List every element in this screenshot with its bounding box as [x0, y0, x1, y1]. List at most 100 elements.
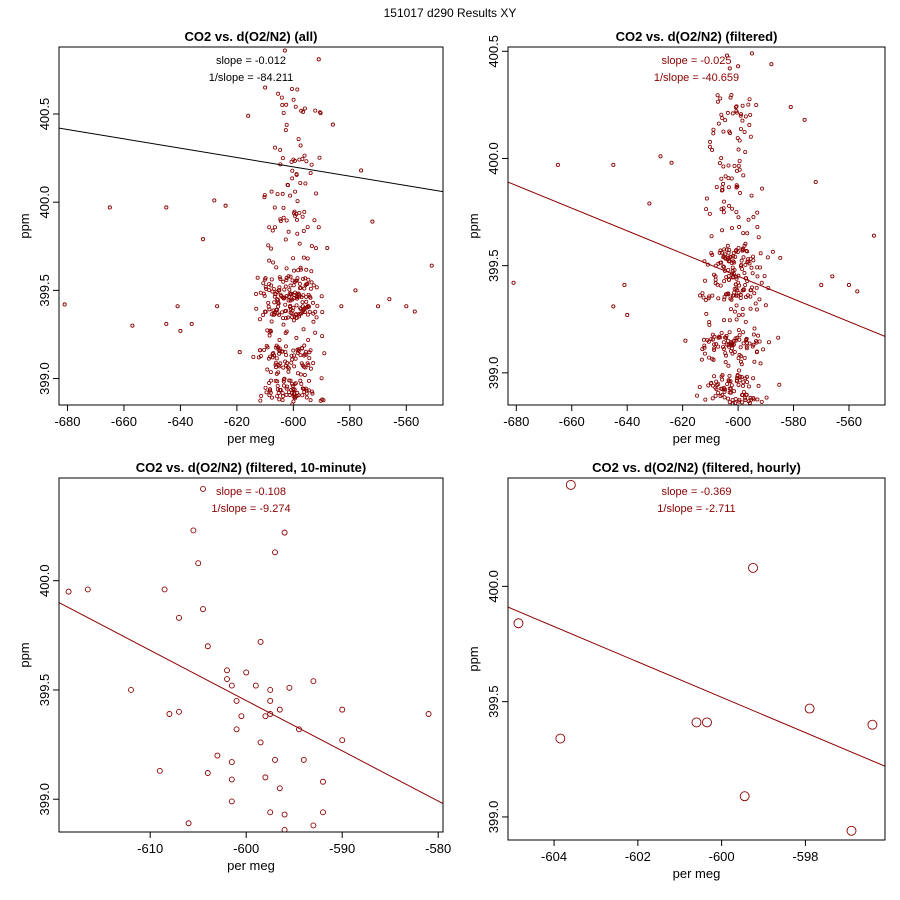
data-point: [228, 798, 235, 805]
data-point: [802, 117, 807, 122]
data-point: [734, 317, 739, 322]
data-point: [743, 149, 748, 154]
data-point: [741, 231, 746, 236]
data-point: [726, 291, 731, 296]
data-point: [611, 162, 616, 167]
data-point: [755, 397, 760, 402]
x-tick-label: -580: [425, 841, 451, 856]
data-point: [263, 85, 268, 90]
data-point: [291, 348, 296, 353]
data-point: [703, 397, 708, 402]
data-point: [726, 338, 731, 343]
data-point: [281, 529, 288, 536]
data-point: [284, 276, 289, 281]
data-point: [647, 201, 652, 206]
data-point: [204, 770, 211, 776]
chart-panel-4: CO2 vs. d(O2/N2) (filtered, hourly) slope…: [466, 460, 886, 881]
data-point: [314, 191, 319, 196]
data-point: [284, 386, 289, 391]
data-point: [719, 331, 724, 336]
data-point: [732, 293, 737, 298]
data-point: [752, 291, 757, 296]
data-point: [754, 307, 759, 312]
data-point: [710, 148, 715, 153]
data-point: [257, 739, 264, 746]
data-point: [311, 283, 316, 288]
data-point: [769, 62, 774, 67]
data-point: [281, 215, 286, 220]
data-point: [555, 733, 566, 744]
data-point: [723, 360, 728, 365]
data-point: [702, 345, 707, 350]
data-point: [287, 287, 292, 292]
data-point: [734, 104, 739, 109]
data-point: [290, 176, 295, 181]
data-point: [273, 225, 278, 230]
data-point: [275, 394, 280, 399]
data-point: [728, 254, 733, 259]
data-point: [738, 191, 743, 196]
data-point: [728, 386, 733, 391]
data-point: [726, 267, 731, 272]
data-point: [279, 294, 284, 299]
data-point: [709, 380, 714, 385]
data-point: [714, 185, 719, 190]
plot-frame: [507, 46, 886, 406]
data-point: [726, 163, 731, 168]
data-point: [267, 687, 274, 693]
data-point: [742, 396, 747, 401]
data-point: [565, 479, 576, 490]
data-point: [303, 283, 308, 288]
data-point: [707, 144, 712, 149]
data-point: [299, 346, 304, 351]
data-point: [741, 380, 746, 385]
data-point: [281, 205, 286, 210]
data-point: [308, 286, 313, 291]
data-point: [62, 302, 67, 307]
data-point: [703, 278, 708, 283]
data-point: [611, 304, 616, 309]
data-point: [736, 313, 741, 318]
data-point: [770, 249, 775, 254]
data-point: [738, 292, 743, 297]
data-point: [263, 284, 268, 289]
data-point: [292, 395, 297, 400]
data-point: [710, 396, 715, 401]
data-point: [276, 298, 281, 303]
data-point: [292, 382, 297, 387]
data-point: [555, 162, 560, 167]
data-point: [281, 296, 286, 301]
data-point: [732, 163, 737, 168]
data-point: [625, 312, 630, 318]
data-point: [320, 809, 326, 816]
data-point: [743, 114, 748, 119]
data-point: [302, 343, 307, 348]
data-point: [274, 307, 279, 312]
data-point: [739, 112, 744, 117]
data-point: [749, 265, 754, 270]
plot-area: [59, 485, 443, 832]
data-point: [725, 381, 730, 386]
data-point: [325, 245, 330, 251]
data-point: [200, 485, 206, 492]
data-point: [265, 345, 270, 350]
data-point: [732, 309, 737, 314]
data-point: [712, 374, 717, 379]
data-point: [283, 316, 288, 321]
data-point: [317, 155, 322, 160]
data-point: [730, 343, 735, 348]
data-point: [301, 228, 306, 233]
data-point: [736, 147, 741, 152]
data-point: [716, 390, 721, 395]
data-point: [291, 97, 296, 102]
data-point: [268, 378, 273, 383]
data-point: [738, 345, 743, 350]
data-point: [712, 334, 717, 339]
data-point: [280, 191, 285, 196]
data-point: [722, 389, 727, 394]
data-point: [304, 395, 309, 400]
data-point: [714, 342, 719, 347]
data-point: [748, 288, 753, 293]
data-point: [322, 351, 327, 356]
data-point: [704, 207, 709, 212]
